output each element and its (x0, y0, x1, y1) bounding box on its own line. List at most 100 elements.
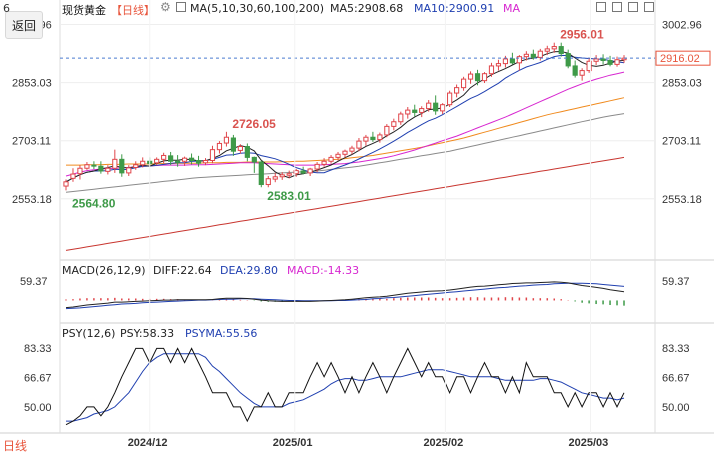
low-annotation: 2583.01 (267, 189, 311, 203)
candle-up (523, 53, 529, 58)
candle-up (356, 140, 362, 149)
candle-down (572, 65, 578, 76)
candle-up (133, 164, 139, 168)
ma5-label: MA5:2908.68 (330, 2, 404, 15)
price-tick-left: 2703.11 (12, 136, 51, 148)
psy-tick-right: 50.00 (662, 402, 690, 414)
candle-down (412, 109, 418, 113)
price-tick-right: 2853.03 (662, 78, 702, 90)
price-tick-right: 2703.11 (662, 136, 701, 148)
macd-label: MACD(26,12,9) (62, 264, 146, 277)
candle-up (216, 142, 223, 151)
candle-down (600, 58, 606, 62)
candle-up (293, 170, 299, 175)
current-price-label: 2916.02 (660, 53, 700, 65)
candle-up (447, 92, 453, 106)
period-tag[interactable]: 【日线】 (111, 4, 155, 17)
psy-tick-left: 50.00 (24, 402, 52, 414)
candle-up (377, 134, 383, 141)
macd-dea-label: DEA:29.80 (220, 264, 278, 277)
candle-down (474, 73, 481, 82)
ma10-label: MA10:2900.91 (414, 2, 495, 15)
psyma-line (66, 353, 625, 422)
candle-down (300, 170, 306, 174)
candle-up (502, 58, 509, 65)
candle-down (195, 159, 202, 164)
candle-up (544, 48, 550, 52)
candle-up (70, 173, 76, 179)
candle-down (607, 60, 613, 65)
psy-tick-left: 66.67 (24, 372, 52, 384)
candle-down (251, 156, 257, 163)
macd-tick-left: 59.37 (20, 276, 48, 288)
time-axis-label: 2025/03 (569, 437, 609, 449)
candle-up (237, 146, 243, 151)
candle-up (516, 56, 522, 64)
candle-up (335, 153, 341, 158)
candle-down (370, 136, 376, 141)
candle-up (328, 156, 334, 162)
zoom-out-icon[interactable] (628, 2, 638, 12)
candle-up (593, 58, 599, 62)
settings-icon[interactable]: ⚙ (160, 0, 171, 14)
time-axis-label: 2024/12 (128, 437, 168, 449)
macd-tick-right: 59.37 (662, 276, 690, 288)
fullscreen-icon[interactable] (644, 2, 654, 12)
candle-up (551, 46, 557, 50)
candle-up (384, 125, 390, 136)
instrument-name: 现货黄金 (62, 4, 106, 17)
candle-up (363, 136, 369, 142)
indicator-toggle-icon[interactable] (176, 2, 186, 12)
candle-down (91, 164, 97, 167)
high-annotation: 2956.01 (560, 28, 604, 42)
candle-up (495, 63, 502, 67)
period-selector[interactable]: 日线 (3, 439, 28, 453)
candle-up (84, 164, 90, 169)
candle-down (188, 157, 195, 161)
candle-down (244, 146, 250, 158)
psy-tick-left: 83.33 (24, 343, 52, 355)
time-axis-label: 2025/02 (423, 437, 463, 449)
candle-up (440, 104, 446, 112)
candle-down (565, 53, 571, 67)
price-tick-left: 2553.18 (12, 194, 52, 206)
candle-down (98, 165, 104, 172)
high-annotation: 2726.05 (232, 117, 276, 131)
candle-up (77, 167, 83, 175)
zoom-in-icon[interactable] (612, 2, 622, 12)
candle-up (481, 73, 488, 82)
candle-up (202, 159, 209, 164)
price-tick-left: 2853.03 (12, 78, 52, 90)
ma60-line (66, 97, 625, 166)
candle-up (579, 70, 585, 76)
macd-value-label: MACD:-14.33 (287, 264, 360, 277)
candle-up (321, 160, 327, 165)
candle-down (175, 160, 181, 163)
candle-up (286, 173, 292, 176)
psy-tick-right: 83.33 (662, 343, 690, 355)
candle-down (258, 161, 264, 186)
draw-tool-icon[interactable] (596, 2, 606, 12)
candle-down (558, 46, 564, 55)
candle-up (209, 149, 216, 161)
psy-line (65, 347, 625, 426)
candle-up (614, 59, 620, 65)
candle-up (161, 154, 167, 160)
candle-up (405, 109, 411, 115)
candle-up (586, 60, 592, 72)
candle-up (537, 50, 543, 58)
ma-label: MA(5,10,30,60,100,200) (190, 2, 325, 15)
ma-extra-label: MA (503, 2, 521, 15)
candle-up (265, 178, 271, 186)
left-edge-digit: 6 (3, 2, 10, 15)
candle-down (230, 137, 236, 152)
candle-down (168, 155, 174, 162)
macd-diff-label: DIFF:22.64 (153, 264, 212, 277)
candle-up (63, 181, 69, 187)
candle-down (433, 102, 439, 112)
psy-label: PSY(12,6) (62, 327, 116, 340)
candle-up (467, 73, 474, 80)
candle-up (454, 87, 460, 94)
back-button[interactable]: 返回 (5, 11, 43, 39)
